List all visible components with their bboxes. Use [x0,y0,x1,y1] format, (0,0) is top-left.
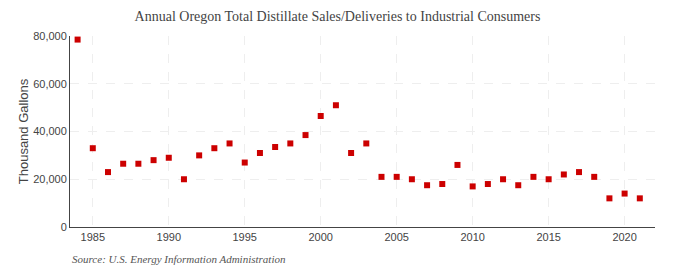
svg-text:2010: 2010 [460,231,484,243]
svg-text:60,000: 60,000 [33,78,67,90]
svg-text:2005: 2005 [384,231,408,243]
svg-text:2015: 2015 [536,231,560,243]
svg-text:Thousand Gallons: Thousand Gallons [16,78,31,184]
svg-text:Source: U.S. Energy Informatio: Source: U.S. Energy Information Administ… [72,253,286,265]
svg-text:2000: 2000 [308,231,332,243]
svg-text:0: 0 [61,221,67,233]
svg-text:Annual Oregon Total Distillate: Annual Oregon Total Distillate Sales/Del… [135,9,541,24]
svg-text:20,000: 20,000 [33,173,67,185]
svg-text:1995: 1995 [232,231,256,243]
svg-text:1985: 1985 [81,231,105,243]
svg-text:80,000: 80,000 [33,30,67,42]
svg-text:2020: 2020 [612,231,636,243]
svg-text:1990: 1990 [157,231,181,243]
svg-text:40,000: 40,000 [33,125,67,137]
